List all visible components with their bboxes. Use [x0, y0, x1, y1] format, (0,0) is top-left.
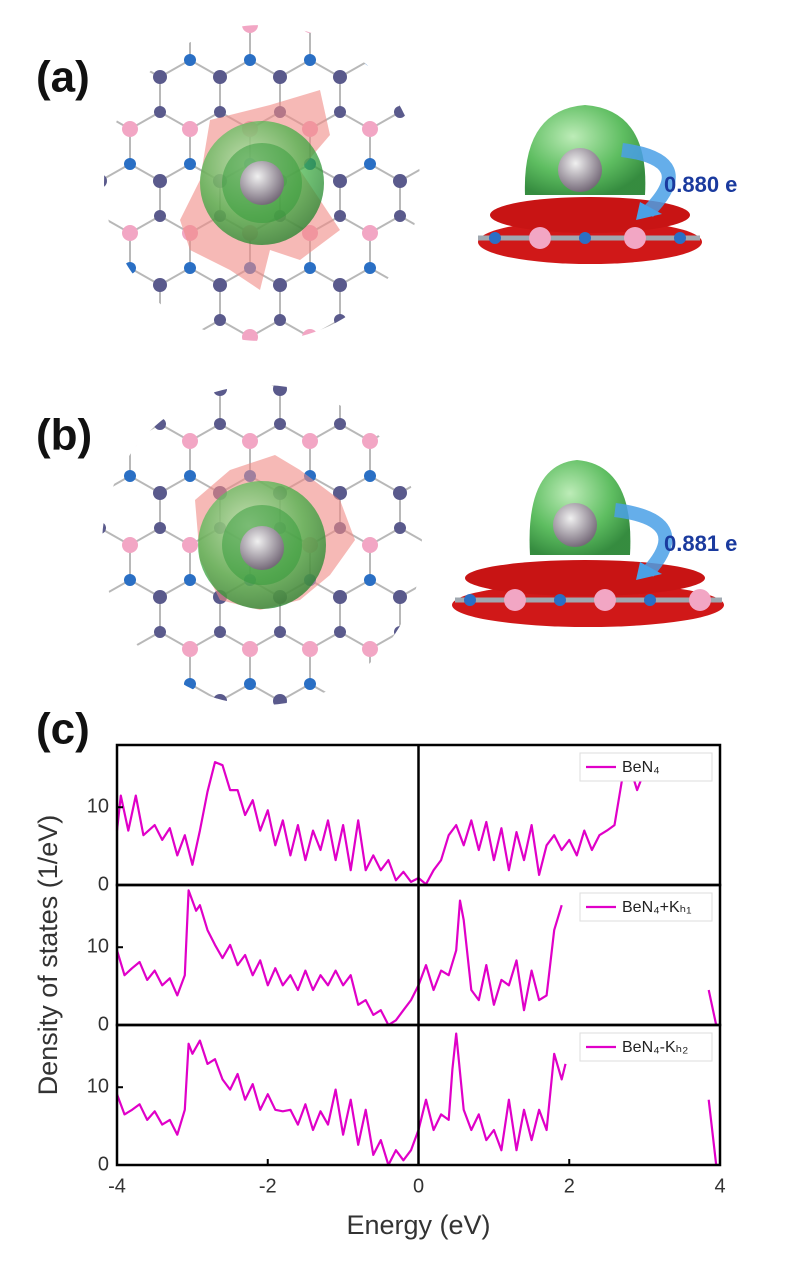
x-tick-label: 2	[564, 1175, 575, 1197]
x-tick-label: 4	[714, 1175, 725, 1197]
panel-label: (b)	[36, 411, 92, 460]
dos-line	[115, 1032, 718, 1167]
legend-box	[579, 1032, 713, 1062]
x-tick-label: -2	[259, 1175, 277, 1197]
side-view-a	[478, 105, 702, 264]
y-tick-label: 0	[98, 873, 109, 895]
charge-density-top	[195, 455, 355, 610]
charge-label: 0.881 e	[664, 531, 737, 556]
dos-line	[115, 889, 718, 1027]
y-tick-label: 10	[87, 936, 109, 958]
y-tick-label: 0	[98, 1013, 109, 1035]
side-view-b	[452, 460, 724, 627]
legend-label: BeN₄-Kₕ₂	[622, 1039, 688, 1056]
x-tick-label: -4	[108, 1175, 126, 1197]
y-tick-label: 10	[87, 796, 109, 818]
legend-label: BeN₄+Kₕ₁	[622, 899, 692, 916]
x-tick-label: 0	[413, 1175, 424, 1197]
dos-line	[115, 759, 654, 886]
y-tick-label: 0	[98, 1153, 109, 1175]
legend-label: BeN₄	[622, 759, 660, 776]
charge-label: 0.880 e	[664, 172, 737, 197]
charge-density-top	[180, 90, 340, 290]
x-axis-title: Energy (eV)	[346, 1210, 490, 1240]
y-tick-label: 10	[87, 1076, 109, 1098]
panel-label: (c)	[36, 705, 90, 754]
panel-label: (a)	[36, 53, 90, 102]
y-axis-title: Density of states (1/eV)	[33, 815, 63, 1096]
